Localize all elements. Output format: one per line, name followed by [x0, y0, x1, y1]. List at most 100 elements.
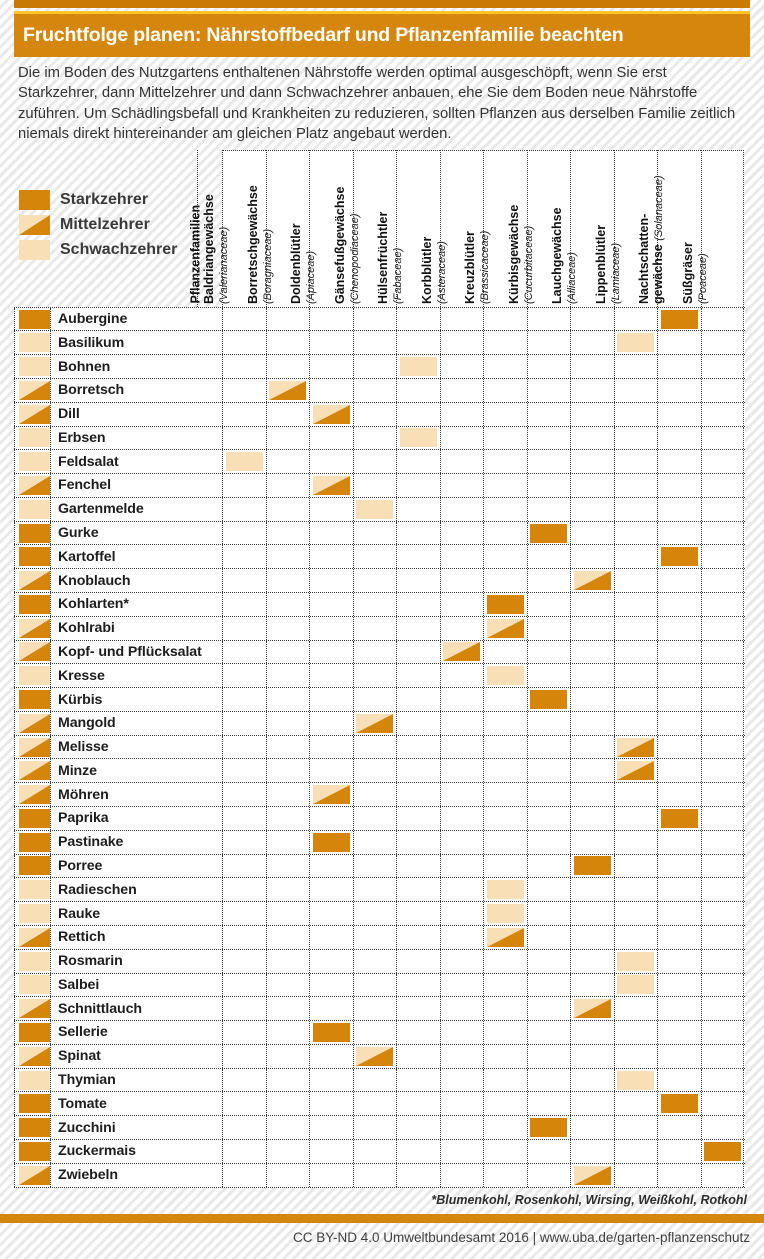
legend-swatch-stark-icon	[19, 189, 50, 210]
matrix-cell	[570, 878, 614, 902]
matrix-cell	[613, 569, 658, 592]
matrix-cell	[657, 902, 701, 925]
matrix-cell	[700, 474, 744, 497]
matrix-cell	[570, 783, 614, 807]
matrix-cell	[352, 378, 397, 402]
matrix-cell	[309, 521, 353, 545]
matrix-cell	[309, 640, 353, 664]
plant-level-cell	[14, 1044, 50, 1068]
plant-name: Zucchini	[58, 1119, 116, 1136]
matrix-cell	[352, 331, 397, 355]
matrix-cell	[222, 807, 266, 830]
plant-row: Bohnen	[14, 355, 745, 379]
matrix-cell-fill-schwach	[399, 357, 437, 377]
matrix-cell	[396, 474, 440, 497]
matrix-cell	[222, 640, 266, 664]
family-header-label: Hülsenfrüchtler (Fabaceae)	[376, 154, 405, 303]
matrix-cell	[309, 1068, 353, 1092]
plant-level-cell	[14, 783, 50, 807]
matrix-cell	[613, 474, 658, 497]
matrix-cell	[700, 807, 744, 830]
plant-level-swatch-stark	[19, 1141, 50, 1161]
matrix-cell	[570, 973, 614, 997]
matrix-cell-fill-schwach	[486, 666, 524, 686]
family-column-header: Nachtschatten- gewächse (Solanaceae)	[637, 149, 701, 307]
matrix-cell	[265, 854, 310, 878]
matrix-cell	[439, 521, 484, 545]
plant-level-swatch-mittel	[19, 927, 50, 947]
matrix-cell	[265, 450, 310, 474]
matrix-cell-fill-schwach	[225, 452, 263, 472]
plant-name-cell: Schnittlauch	[50, 997, 222, 1021]
family-latin-name: (Asteraceae)	[435, 240, 447, 304]
plant-name: Gurke	[58, 525, 99, 542]
matrix-cell	[352, 569, 397, 592]
matrix-cell	[657, 616, 701, 640]
matrix-cell	[700, 331, 744, 355]
plant-row: Knoblauch	[14, 569, 745, 593]
matrix-cell	[570, 688, 614, 711]
matrix-cell-fill-schwach	[486, 880, 524, 900]
matrix-cell	[309, 474, 353, 497]
matrix-cell	[265, 331, 310, 355]
matrix-cell	[570, 925, 614, 949]
matrix-cell-fill-stark	[660, 1094, 698, 1114]
plant-name-cell: Kohlrabi	[50, 616, 222, 640]
plant-name-cell: Zuckermais	[50, 1139, 222, 1163]
plant-row: Aubergine	[14, 307, 745, 332]
matrix-cell	[657, 545, 701, 569]
matrix-cell	[265, 1021, 310, 1044]
matrix-cell	[570, 807, 614, 830]
families-axis-label: Pflanzenfamilien	[188, 204, 203, 304]
plant-level-swatch-mittel	[19, 475, 50, 495]
matrix-cell	[613, 616, 658, 640]
matrix-cell	[657, 640, 701, 664]
matrix-cell	[265, 307, 310, 331]
matrix-cell	[309, 878, 353, 902]
plant-row: Schnittlauch	[14, 997, 745, 1022]
matrix-cell	[396, 1092, 440, 1116]
matrix-cell	[265, 878, 310, 902]
matrix-cell	[657, 1021, 701, 1044]
matrix-cell	[222, 307, 266, 331]
matrix-cell	[265, 807, 310, 830]
family-header-label: Lauchgewächse (Alliaceae)	[550, 154, 579, 304]
plant-row: Mangold	[14, 711, 745, 736]
matrix-cell	[439, 1116, 484, 1139]
matrix-cell	[526, 307, 571, 331]
plant-name: Dill	[58, 406, 80, 423]
matrix-cell	[439, 1139, 484, 1163]
matrix-cell	[396, 807, 440, 830]
family-column-header: Lauchgewächse (Alliaceae)	[550, 149, 614, 307]
matrix-cell-fill-stark	[660, 547, 698, 567]
matrix-cell	[396, 902, 440, 925]
matrix-cell	[352, 497, 397, 521]
matrix-cell	[570, 426, 614, 450]
matrix-cell	[309, 545, 353, 569]
family-column-header: Doldenblütler (Apiaceae)	[289, 149, 353, 307]
family-latin-name: (Chenopodiaceae)	[348, 213, 360, 304]
plant-level-cell	[14, 545, 50, 569]
matrix-cell-fill-mittel	[617, 761, 655, 781]
family-header-label: Gänsefußgewächse (Chenopodiaceae)	[333, 154, 362, 304]
matrix-cell	[309, 664, 353, 688]
family-column-header: Baldriangewächse (Valerianaceae)	[202, 149, 266, 307]
family-name: Kürbisgewächse	[506, 204, 521, 304]
family-latin-name: (Valerianaceae)	[217, 226, 230, 304]
plant-name-cell: Thymian	[50, 1068, 222, 1092]
matrix-cell	[439, 616, 484, 640]
matrix-cell	[700, 497, 744, 521]
matrix-cell	[483, 925, 527, 949]
matrix-cell	[570, 1163, 614, 1187]
matrix-cell	[309, 331, 353, 355]
matrix-cell	[526, 569, 571, 592]
matrix-cell	[309, 997, 353, 1021]
legend-label: Starkzehrer	[60, 190, 149, 208]
matrix-cell	[570, 378, 614, 402]
matrix-cell	[439, 735, 484, 759]
matrix-cell	[352, 1139, 397, 1163]
matrix-cell	[439, 1068, 484, 1092]
matrix-cell	[613, 545, 658, 569]
plant-row: Minze	[14, 759, 745, 784]
matrix-cell	[613, 378, 658, 402]
